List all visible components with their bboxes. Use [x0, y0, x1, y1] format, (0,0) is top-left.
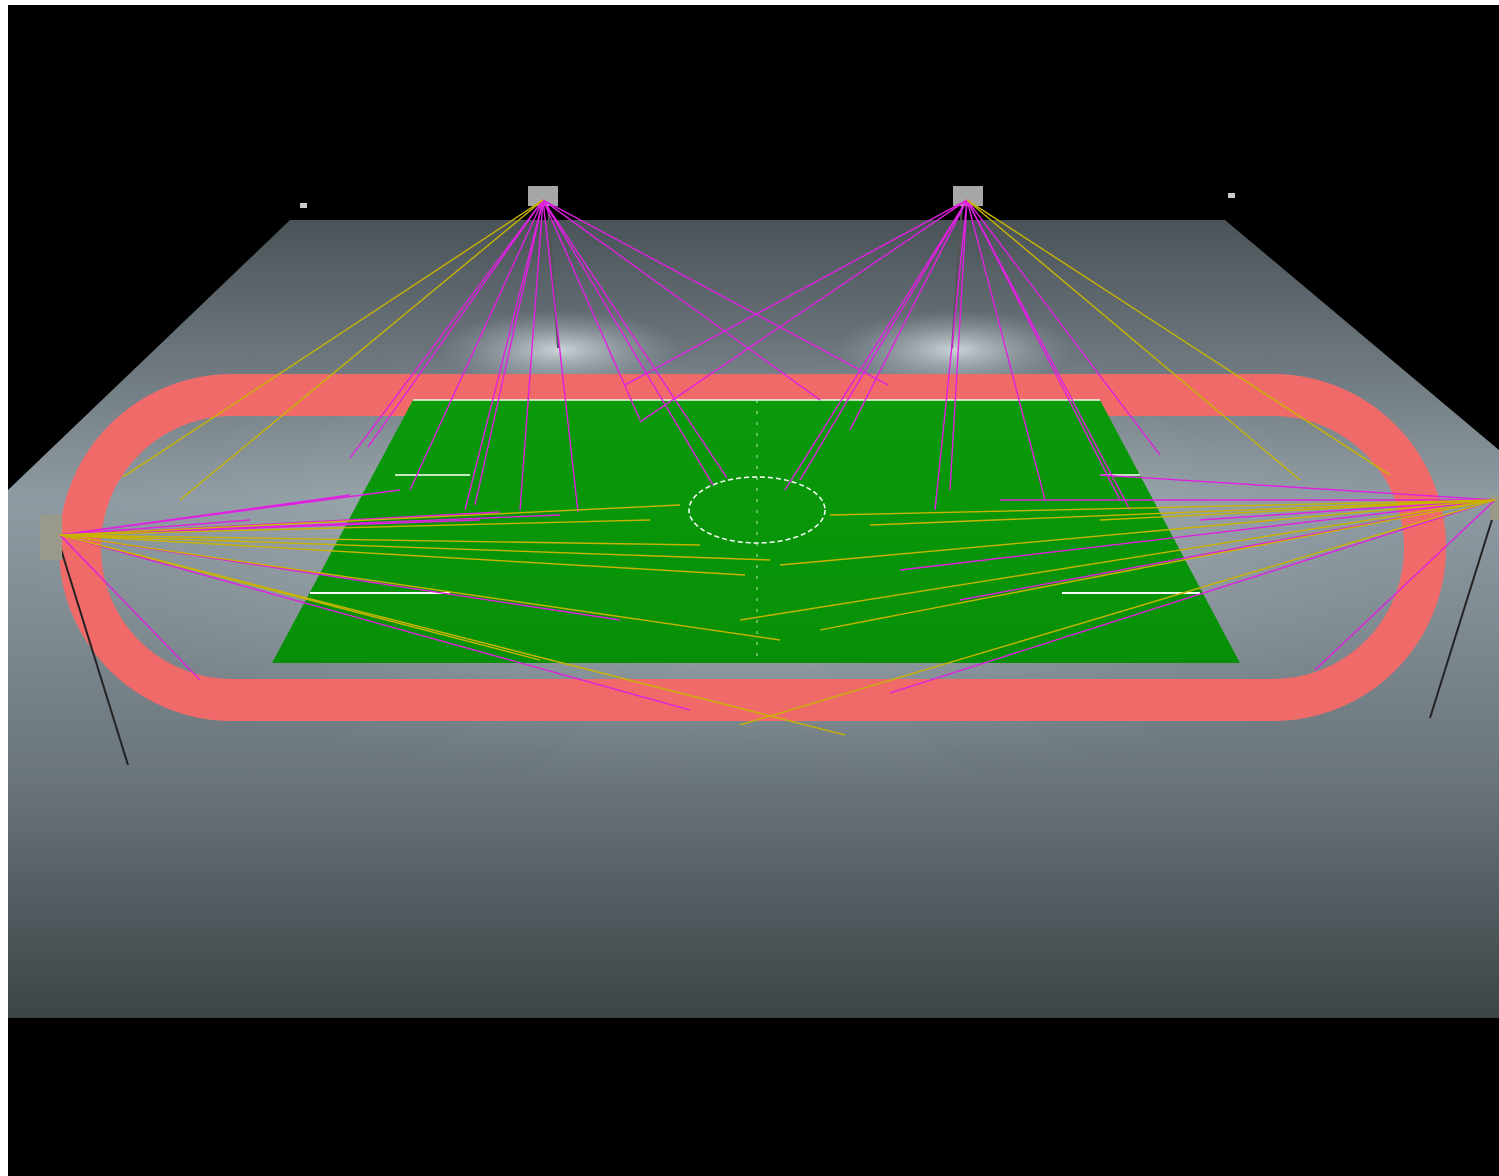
football-pitch	[272, 400, 1240, 663]
running-track	[59, 374, 1446, 721]
aiming-line	[59, 534, 746, 576]
aiming-line	[829, 499, 1496, 516]
aiming-line	[542, 199, 641, 421]
light-pole	[1429, 509, 1496, 719]
floodlight-head	[528, 186, 558, 206]
aiming-line	[819, 499, 1496, 631]
aiming-line	[59, 534, 781, 641]
aiming-line	[639, 199, 968, 423]
aiming-line	[1314, 499, 1496, 671]
aiming-line	[542, 199, 728, 479]
aiming-line	[59, 534, 846, 736]
aiming-line	[739, 499, 1496, 621]
aiming-line	[849, 199, 968, 431]
aiming-line	[122, 199, 544, 478]
aiming-line	[1199, 499, 1496, 521]
floodlight-head	[1228, 193, 1235, 198]
floodlight-head	[40, 515, 62, 560]
aiming-line	[966, 199, 1161, 456]
aiming-line	[59, 494, 351, 536]
aiming-line	[869, 499, 1496, 526]
floodlight-head	[1490, 495, 1499, 520]
light-pole	[54, 529, 129, 766]
aiming-line	[966, 199, 1131, 511]
aiming-line	[1099, 474, 1496, 501]
aiming-line	[542, 199, 889, 386]
aiming-line	[542, 199, 714, 486]
aiming-line	[59, 519, 651, 536]
aiming-lines	[59, 199, 1496, 736]
aiming-line	[59, 504, 681, 536]
aiming-line	[934, 199, 968, 511]
aiming-line	[899, 499, 1496, 571]
aiming-line	[59, 534, 701, 546]
aiming-line	[889, 499, 1496, 694]
aiming-line	[949, 199, 968, 491]
floodlight-head	[300, 203, 307, 208]
aiming-line	[966, 199, 1046, 501]
aiming-line	[542, 199, 821, 401]
aiming-line	[542, 199, 579, 513]
aiming-line	[624, 199, 968, 386]
aiming-line	[474, 199, 544, 506]
aiming-line	[349, 199, 544, 459]
aiming-line	[1099, 499, 1496, 521]
aiming-line	[59, 534, 771, 561]
aiming-line	[966, 199, 1391, 476]
aiming-line	[59, 519, 251, 536]
aiming-line	[784, 199, 968, 491]
aiming-line	[179, 199, 544, 501]
aiming-line	[799, 199, 968, 481]
aiming-line	[779, 499, 1496, 566]
aiming-line	[739, 499, 1496, 726]
aiming-line	[59, 534, 201, 681]
aiming-line	[966, 199, 1301, 481]
floodlight-head	[953, 186, 983, 206]
aiming-line	[367, 199, 544, 448]
aiming-line	[59, 534, 541, 661]
aiming-line	[409, 199, 544, 491]
aiming-line	[59, 534, 691, 711]
aiming-line	[464, 199, 544, 511]
aiming-line	[519, 199, 544, 511]
